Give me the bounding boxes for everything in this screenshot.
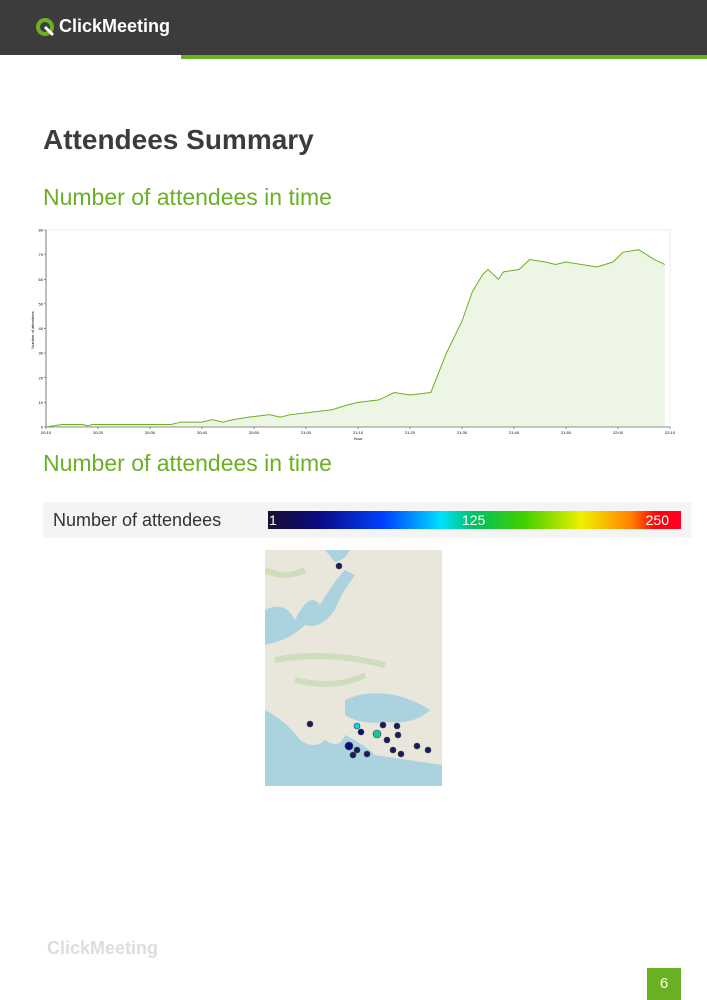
y-tick-label: 60 (39, 277, 44, 282)
x-tick-label: 21:40 (509, 430, 520, 435)
section-heading: Number of attendees in time (43, 184, 332, 210)
y-tick-label: 50 (39, 301, 44, 306)
chart: Number of attendees Hour 0 10 20 30 40 50 60 70… (30, 228, 676, 442)
footer-logo: ClickMeeting (47, 938, 158, 959)
x-tick-label: 21:30 (457, 430, 468, 435)
x-tick-label: 21:20 (405, 430, 416, 435)
header-line (181, 55, 707, 59)
logo-text: ClickMeeting (59, 16, 171, 36)
legend: Number of attendees 1 125 250 (43, 502, 691, 538)
x-tick-label: 20:30 (145, 430, 156, 435)
footer-logo-text: ClickMeeting (47, 938, 159, 958)
scale-label: 125 (461, 512, 486, 528)
page-title: Attendees Summary (43, 124, 314, 155)
scale-label: 1 (269, 512, 277, 528)
logo-icon (36, 17, 55, 36)
page-number: 6 (647, 968, 681, 1000)
x-tick-label: 22:00 (613, 430, 624, 435)
x-tick-label: 22:10 (665, 430, 676, 435)
logo: ClickMeeting (35, 16, 170, 37)
section-heading: Number of attendees in time (43, 450, 332, 476)
area (46, 249, 665, 427)
x-tick-label: 21:50 (561, 430, 572, 435)
color-scale: 1 125 250 (268, 511, 681, 529)
x-tick-label: 20:50 (249, 430, 260, 435)
x-tick-label: 20:10 (41, 430, 52, 435)
y-tick-label: 40 (39, 326, 44, 331)
map (265, 550, 442, 786)
y-tick-label: 80 (39, 228, 44, 233)
x-tick-label: 21:10 (353, 430, 364, 435)
y-tick-label: 10 (39, 400, 44, 405)
x-axis-label: Hour (354, 436, 363, 441)
y-axis-label: Number of attendees (30, 311, 35, 348)
line (45, 249, 666, 428)
legend-label: Number of attendees (53, 510, 222, 530)
y-tick-label: 70 (39, 252, 44, 257)
x-tick-label: 21:00 (301, 430, 312, 435)
header: ClickMeeting (0, 0, 707, 55)
y-tick-label: 0 (41, 425, 44, 430)
scale-label: 250 (645, 512, 669, 528)
y-tick-label: 30 (39, 351, 44, 356)
x-tick-label: 20:20 (93, 430, 104, 435)
y-tick-label: 20 (39, 375, 44, 380)
x-tick-label: 20:40 (197, 430, 208, 435)
